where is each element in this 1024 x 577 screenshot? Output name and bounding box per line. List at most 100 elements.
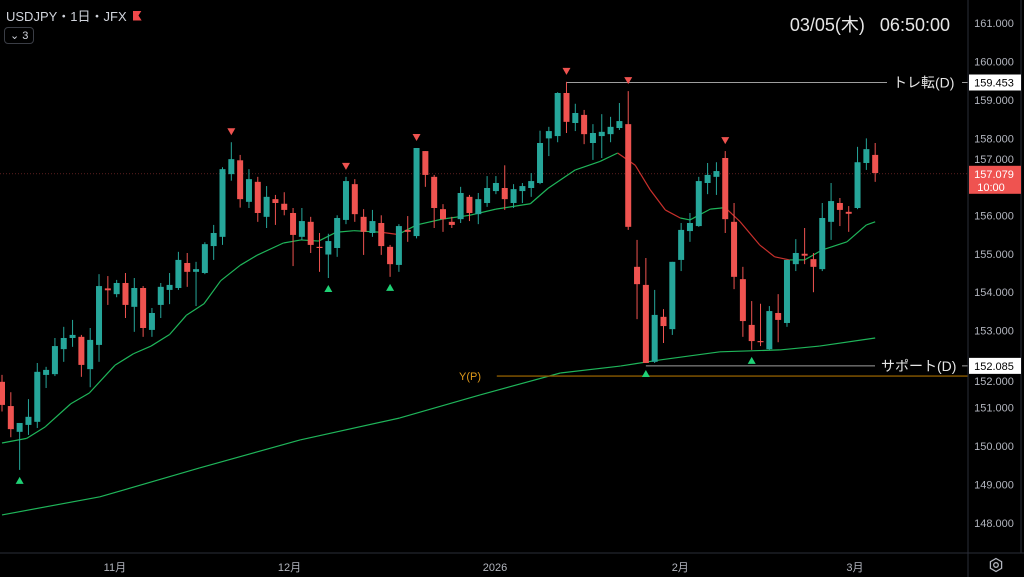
level-label: トレ転(D) bbox=[893, 74, 954, 90]
short-ma-segment bbox=[186, 303, 205, 316]
symbol-title: USDJPY・1日・JFX bbox=[6, 9, 127, 24]
candle-body bbox=[722, 157, 729, 220]
short-ma-segment bbox=[318, 231, 337, 242]
clock-display: 03/05(木) 06:50:00 bbox=[789, 15, 950, 35]
candle-body bbox=[166, 284, 173, 290]
long-ma-segment bbox=[719, 349, 780, 353]
buy-signal-triangle bbox=[324, 284, 333, 292]
short-ma-segment bbox=[547, 169, 576, 189]
candle-body bbox=[519, 186, 526, 192]
candle-body bbox=[140, 287, 147, 328]
candle-body bbox=[210, 232, 217, 247]
candle-body bbox=[16, 422, 23, 432]
candle-body bbox=[219, 169, 226, 237]
level-price-badge bbox=[969, 357, 1021, 374]
short-ma-segment bbox=[220, 264, 241, 282]
candle-body bbox=[193, 269, 200, 272]
sell-signal-triangle bbox=[562, 67, 571, 75]
candle-body bbox=[96, 286, 103, 345]
short-ma-segment bbox=[599, 152, 618, 162]
candle-body bbox=[69, 334, 76, 338]
candle-body bbox=[440, 209, 446, 220]
candle-body bbox=[510, 189, 517, 203]
long-ma-segment bbox=[1, 496, 101, 516]
long-ma-segment bbox=[399, 394, 481, 419]
candle-body bbox=[572, 112, 579, 123]
candle-body bbox=[7, 406, 14, 430]
candle-body bbox=[448, 221, 455, 225]
sell-signal-triangle bbox=[341, 162, 350, 170]
symbol-header[interactable]: USDJPY・1日・JFX bbox=[6, 6, 142, 25]
level-price-value: 159.453 bbox=[974, 77, 1014, 89]
candle-body bbox=[686, 222, 693, 232]
short-ma-segment bbox=[26, 426, 46, 439]
candle-body bbox=[237, 160, 244, 200]
short-ma-segment bbox=[759, 244, 776, 258]
short-ma-segment bbox=[44, 403, 72, 428]
short-ma-segment bbox=[88, 364, 116, 394]
buy-signal-triangle bbox=[641, 369, 650, 377]
candle-body bbox=[413, 147, 420, 237]
candle-body bbox=[792, 252, 799, 265]
price-tick-label: 154.000 bbox=[974, 287, 1014, 299]
candle-body bbox=[254, 181, 261, 213]
candle-body bbox=[598, 131, 605, 137]
candle-body bbox=[739, 279, 746, 322]
short-ma-segment bbox=[529, 187, 549, 205]
candle-body bbox=[563, 92, 570, 122]
time-tick-label: 11月 bbox=[104, 562, 126, 574]
indicators-toggle-button[interactable]: ⌄ 3 bbox=[4, 27, 35, 44]
candle-body bbox=[272, 199, 279, 203]
candle-body bbox=[634, 266, 641, 285]
candle-body bbox=[334, 217, 341, 248]
short-ma-segment bbox=[866, 221, 876, 226]
price-tick-label: 153.000 bbox=[974, 326, 1014, 338]
short-ma-segment bbox=[150, 334, 170, 347]
candle-body bbox=[316, 246, 323, 248]
long-ma-segment bbox=[819, 337, 876, 347]
candle-body bbox=[872, 154, 879, 173]
long-ma-segment bbox=[659, 351, 721, 361]
candle-body bbox=[757, 341, 764, 343]
time-tick-label: 2026 bbox=[483, 562, 507, 574]
short-ma-segment bbox=[442, 214, 470, 220]
level-price-value: 152.085 bbox=[974, 361, 1014, 373]
candle-body bbox=[783, 259, 790, 323]
candle-body bbox=[484, 187, 491, 203]
candle-body bbox=[131, 287, 138, 307]
candle-body bbox=[607, 126, 614, 135]
short-ma-segment bbox=[1, 437, 27, 444]
candle-body bbox=[25, 416, 32, 425]
candle-body bbox=[731, 221, 738, 277]
short-ma-segment bbox=[739, 221, 761, 246]
price-tick-label: 148.000 bbox=[974, 518, 1014, 530]
candle-body bbox=[113, 282, 120, 295]
candle-body bbox=[828, 201, 835, 222]
chevron-down-icon: ⌄ bbox=[10, 30, 20, 42]
price-tick-label: 151.000 bbox=[974, 403, 1014, 415]
candle-body bbox=[669, 261, 676, 330]
flag-icon[interactable] bbox=[132, 10, 142, 21]
candle-body bbox=[281, 203, 288, 210]
buy-signal-triangle bbox=[15, 476, 24, 484]
short-ma-segment bbox=[774, 256, 790, 261]
candle-body bbox=[581, 114, 588, 135]
candle-body bbox=[704, 174, 711, 183]
candle-body bbox=[475, 199, 482, 215]
buy-signal-triangle bbox=[386, 283, 395, 291]
settings-gear-icon[interactable] bbox=[988, 557, 1004, 573]
sell-signal-triangle bbox=[412, 133, 421, 141]
short-ma-segment bbox=[846, 224, 867, 243]
candle-body bbox=[148, 312, 155, 330]
candle-body bbox=[351, 184, 358, 215]
candle-body bbox=[775, 312, 782, 320]
long-ma-segment bbox=[99, 467, 200, 498]
candle-body bbox=[713, 171, 720, 177]
short-ma-segment bbox=[169, 314, 187, 335]
time-tick-label: 2月 bbox=[672, 562, 689, 574]
indicator-count: 3 bbox=[22, 30, 29, 42]
candle-body bbox=[545, 131, 552, 139]
short-ma-segment bbox=[416, 218, 443, 226]
price-tick-label: 155.000 bbox=[974, 249, 1014, 261]
